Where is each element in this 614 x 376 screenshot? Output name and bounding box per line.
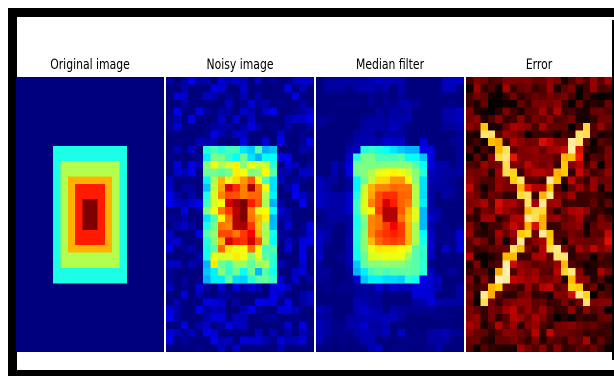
panel-title-error: Error <box>525 57 553 73</box>
error-panel <box>466 77 612 352</box>
original-image-panel <box>16 77 164 352</box>
panel-title-original: Original image <box>50 57 130 73</box>
noisy-image-panel <box>166 77 314 352</box>
frame-edge <box>612 20 614 360</box>
panel-title-noisy: Noisy image <box>206 57 274 73</box>
panel-title-median: Median filter <box>355 57 425 73</box>
median-filter-panel <box>316 77 464 352</box>
